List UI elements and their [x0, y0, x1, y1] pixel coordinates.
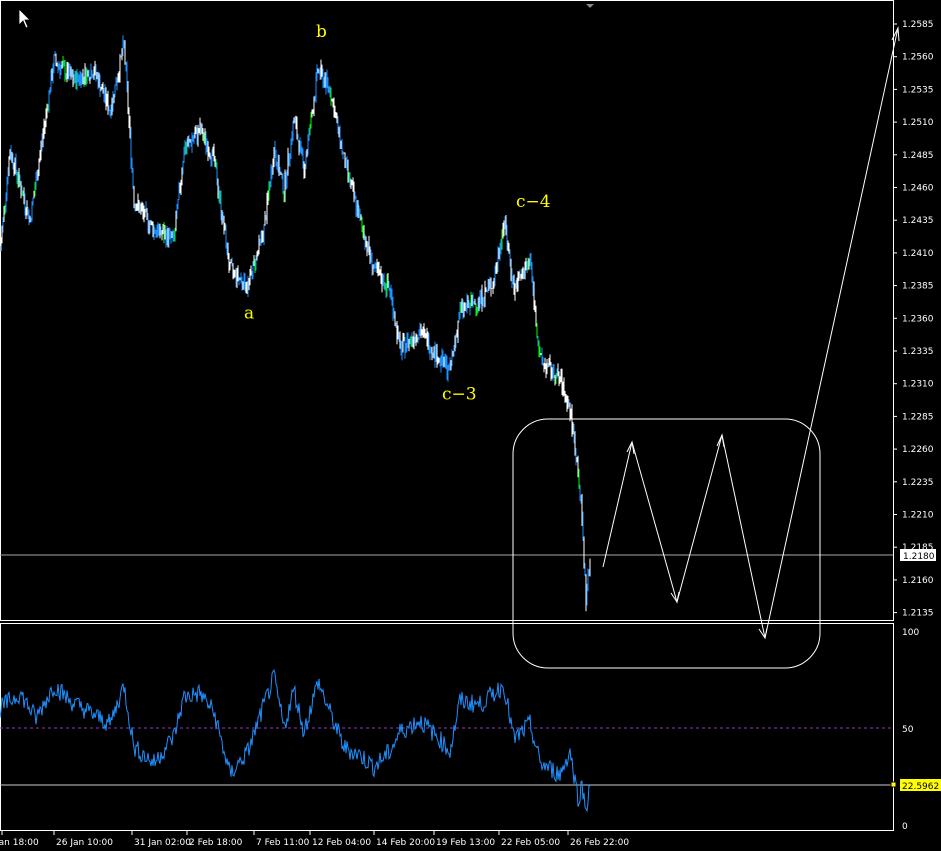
rsi-tick-label: 100 [902, 628, 919, 638]
price-tick-label: 1.2385 [902, 282, 934, 292]
price-tick-label: 1.2410 [902, 249, 934, 259]
current-price-marker [900, 549, 936, 561]
price-tick-label: 1.2210 [902, 511, 934, 521]
main-pane-frame [0, 0, 894, 621]
chart-shift-marker[interactable] [586, 4, 594, 8]
price-tick-label: 1.2160 [902, 576, 934, 586]
price-tick-label: 1.2585 [902, 20, 934, 30]
mouse-cursor-icon [18, 8, 31, 29]
rsi-tick-label: 50 [902, 725, 914, 735]
time-tick-label: Jan 18:00 [0, 838, 39, 848]
projection-zigzag-arrows[interactable] [602, 26, 900, 640]
price-tick-label: 1.2260 [902, 445, 934, 455]
time-tick-label: 26 Jan 10:00 [56, 838, 113, 848]
price-tick-label: 1.2560 [902, 53, 934, 63]
time-tick-label: 31 Jan 02:00 [134, 838, 191, 848]
time-tick-label: 14 Feb 20:00 [376, 838, 435, 848]
rsi-tick-label: 0 [902, 822, 908, 832]
price-tick-label: 1.2310 [902, 380, 934, 390]
wave-label: a [244, 303, 254, 323]
rsi-value-label: 22.5962 [902, 782, 939, 792]
price-tick-label: 1.2235 [902, 478, 934, 488]
price-tick-label: 1.2460 [902, 184, 934, 194]
time-tick-label: 12 Feb 04:00 [312, 838, 371, 848]
time-tick-label: 7 Feb 11:00 [256, 838, 310, 848]
price-tick-label: 1.2535 [902, 85, 934, 95]
wave-label: c−4 [516, 192, 551, 212]
wave-label: c−3 [442, 384, 477, 404]
price-tick-label: 1.2435 [902, 216, 934, 226]
time-tick-label: 19 Feb 13:00 [436, 838, 495, 848]
rsi-pane-frame [0, 623, 894, 831]
time-tick-label: 22 Feb 05:00 [501, 838, 560, 848]
time-tick-label: 26 Feb 22:00 [570, 838, 629, 848]
price-tick-label: 1.2285 [902, 412, 934, 422]
price-tick-label: 1.2135 [902, 609, 934, 619]
price-tick-label: 1.2510 [902, 118, 934, 128]
rsi-marker-square [890, 781, 897, 788]
current-price-label: 1.2180 [903, 552, 935, 562]
price-tick-label: 1.2335 [902, 347, 934, 357]
price-bars [0, 35, 591, 612]
rsi-value-marker [900, 779, 941, 791]
time-tick-label: 2 Feb 18:00 [189, 838, 243, 848]
projection-rectangle[interactable] [512, 418, 821, 669]
wave-label: b [316, 22, 327, 42]
price-tick-label: 1.2485 [902, 151, 934, 161]
price-tick-label: 1.2185 [902, 543, 934, 553]
price-tick-label: 1.2360 [902, 314, 934, 324]
rsi-line [0, 669, 591, 813]
